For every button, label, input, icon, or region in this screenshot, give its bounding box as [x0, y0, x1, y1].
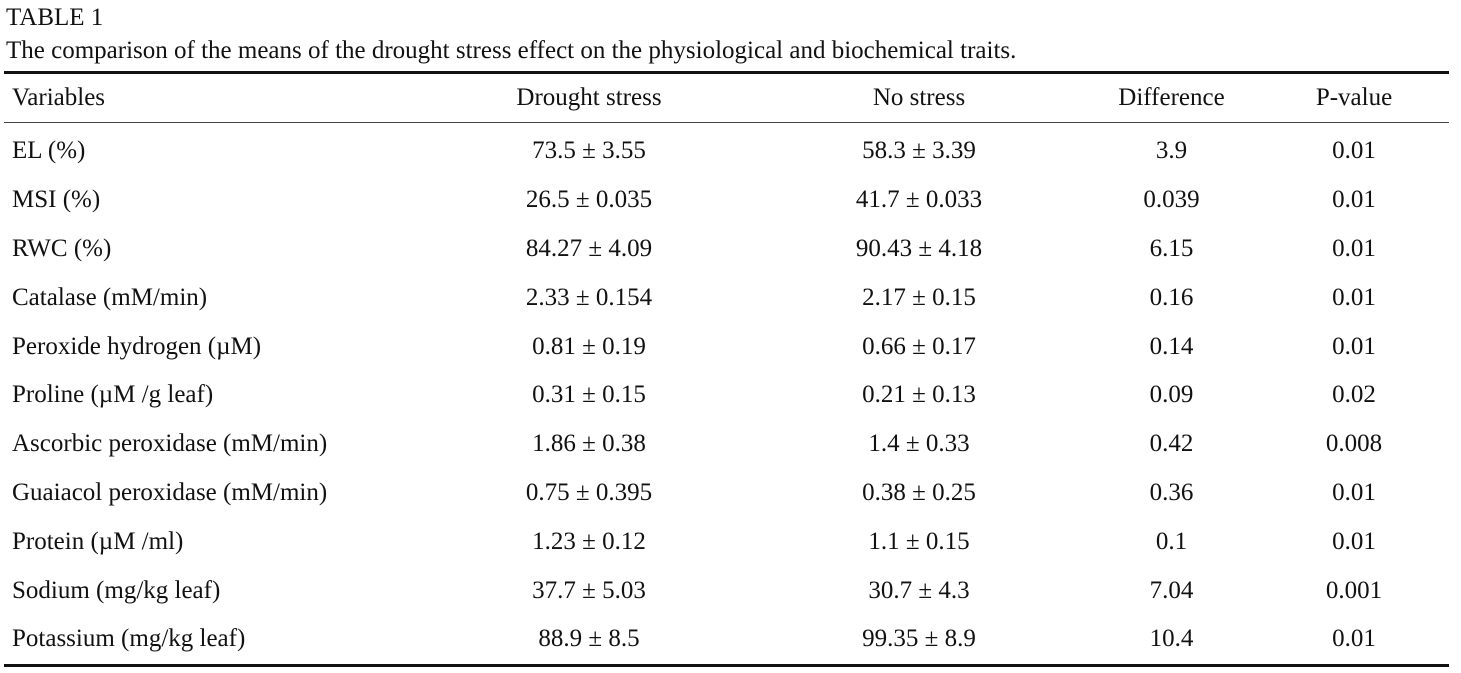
cell-variable: Ascorbic peroxidase (mM/min) [12, 430, 328, 458]
header-variables: Variables [12, 84, 106, 111]
cell-drought-stress: 88.9 ± 8.5 [538, 625, 640, 653]
cell-no-stress: 30.7 ± 4.3 [868, 576, 970, 604]
cell-variable: RWC (%) [12, 234, 112, 262]
table-body: EL (%) 73.5 ± 3.55 58.3 ± 3.39 3.9 0.01 MSI (… [4, 123, 1449, 664]
cell-drought-stress: 1.86 ± 0.38 [532, 430, 646, 458]
table-row: Ascorbic peroxidase (mM/min) 1.86 ± 0.38 1… [4, 420, 1449, 469]
table-label: TABLE 1 [6, 4, 104, 31]
cell-variable: Guaiacol peroxidase (mM/min) [12, 478, 328, 506]
cell-difference: 0.039 [1143, 186, 1200, 214]
header-difference: Difference [1118, 84, 1225, 111]
cell-variable: Peroxide hydrogen (µM) [12, 332, 262, 360]
cell-no-stress: 1.1 ± 0.15 [868, 527, 970, 555]
cell-drought-stress: 2.33 ± 0.154 [525, 283, 653, 311]
cell-difference: 0.1 [1155, 527, 1188, 555]
header-rule [4, 122, 1449, 123]
cell-drought-stress: 1.23 ± 0.12 [532, 527, 646, 555]
cell-difference: 3.9 [1155, 137, 1188, 165]
table-row: RWC (%) 84.27 ± 4.09 90.43 ± 4.18 6.15 0.01 [4, 225, 1449, 274]
cell-drought-stress: 0.31 ± 0.15 [532, 381, 646, 409]
table-row: Guaiacol peroxidase (mM/min) 0.75 ± 0.395… [4, 469, 1449, 518]
cell-p-value: 0.01 [1332, 283, 1376, 311]
cell-p-value: 0.01 [1332, 625, 1376, 653]
cell-no-stress: 99.35 ± 8.9 [862, 625, 976, 653]
cell-variable: Protein (µM /ml) [12, 527, 184, 555]
table-row: Peroxide hydrogen (µM) 0.81 ± 0.19 0.66 ± … [4, 322, 1449, 371]
cell-p-value: 0.01 [1332, 137, 1376, 165]
cell-no-stress: 41.7 ± 0.033 [855, 186, 983, 214]
cell-p-value: 0.001 [1325, 576, 1383, 604]
table-row: MSI (%) 26.5 ± 0.035 41.7 ± 0.033 0.039 0.01 [4, 176, 1449, 225]
top-rule [4, 71, 1449, 74]
cell-variable: Sodium (mg/kg leaf) [12, 576, 221, 604]
cell-difference: 0.36 [1149, 478, 1194, 506]
table-header: Variables Drought stress No stress Diffe… [4, 74, 1449, 122]
cell-p-value: 0.01 [1332, 527, 1376, 555]
header-no-stress: No stress [872, 84, 966, 111]
cell-drought-stress: 37.7 ± 5.03 [532, 576, 646, 604]
data-table: Variables Drought stress No stress Diffe… [4, 74, 1449, 122]
cell-difference: 0.14 [1149, 332, 1194, 360]
cell-drought-stress: 0.75 ± 0.395 [525, 478, 653, 506]
data-table-body: EL (%) 73.5 ± 3.55 58.3 ± 3.39 3.9 0.01 MSI (… [4, 123, 1449, 664]
cell-variable: Proline (µM /g leaf) [12, 381, 214, 409]
table-caption: TABLE 1 The comparison of the means of t… [6, 3, 1450, 68]
table-row: Potassium (mg/kg leaf) 88.9 ± 8.5 99.35 ± … [4, 615, 1449, 664]
cell-difference: 6.15 [1149, 234, 1194, 262]
cell-no-stress: 90.43 ± 4.18 [855, 234, 983, 262]
table-title: The comparison of the means of the droug… [6, 37, 1017, 64]
cell-drought-stress: 26.5 ± 0.035 [525, 186, 653, 214]
header-row: Variables Drought stress No stress Diffe… [4, 74, 1449, 122]
header-p-value: P-value [1315, 84, 1393, 111]
cell-difference: 0.16 [1149, 283, 1194, 311]
cell-variable: EL (%) [12, 137, 86, 165]
cell-drought-stress: 0.81 ± 0.19 [532, 332, 646, 360]
cell-variable: Potassium (mg/kg leaf) [12, 625, 246, 653]
table-row: Protein (µM /ml) 1.23 ± 0.12 1.1 ± 0.15 0.1… [4, 517, 1449, 566]
cell-no-stress: 2.17 ± 0.15 [862, 283, 976, 311]
cell-p-value: 0.02 [1332, 381, 1376, 409]
cell-p-value: 0.01 [1332, 234, 1376, 262]
cell-no-stress: 0.66 ± 0.17 [862, 332, 976, 360]
cell-p-value: 0.01 [1332, 186, 1376, 214]
table-row: Proline (µM /g leaf) 0.31 ± 0.15 0.21 ± 0.… [4, 371, 1449, 420]
cell-no-stress: 0.21 ± 0.13 [862, 381, 976, 409]
cell-p-value: 0.008 [1325, 430, 1383, 458]
table-row: EL (%) 73.5 ± 3.55 58.3 ± 3.39 3.9 0.01 [4, 123, 1449, 176]
cell-variable: Catalase (mM/min) [12, 283, 208, 311]
cell-difference: 7.04 [1149, 576, 1194, 604]
cell-difference: 0.42 [1149, 430, 1194, 458]
cell-variable: MSI (%) [12, 186, 101, 214]
cell-drought-stress: 84.27 ± 4.09 [525, 234, 653, 262]
cell-no-stress: 1.4 ± 0.33 [868, 430, 970, 458]
cell-difference: 10.4 [1149, 625, 1194, 653]
cell-p-value: 0.01 [1332, 332, 1376, 360]
cell-no-stress: 0.38 ± 0.25 [862, 478, 976, 506]
cell-no-stress: 58.3 ± 3.39 [862, 137, 976, 165]
cell-p-value: 0.01 [1332, 478, 1376, 506]
bottom-rule [4, 663, 1449, 667]
table-row: Sodium (mg/kg leaf) 37.7 ± 5.03 30.7 ± 4.3… [4, 566, 1449, 615]
cell-difference: 0.09 [1149, 381, 1194, 409]
table-row: Catalase (mM/min) 2.33 ± 0.154 2.17 ± 0.15… [4, 273, 1449, 322]
data-table-container: Variables Drought stress No stress Diffe… [4, 71, 1449, 667]
header-drought-stress: Drought stress [516, 84, 662, 111]
cell-drought-stress: 73.5 ± 3.55 [532, 137, 646, 165]
